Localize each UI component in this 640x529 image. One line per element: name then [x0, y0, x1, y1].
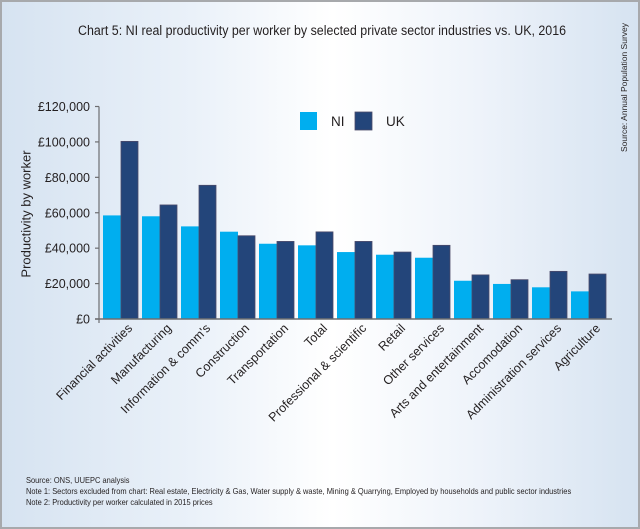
y-tick-label: £0 — [76, 313, 90, 327]
bar-uk — [354, 241, 373, 320]
legend: NI UK — [300, 111, 405, 131]
legend-label-uk: UK — [386, 114, 405, 129]
note-2: Note 2: Productivity per worker calculat… — [26, 497, 213, 507]
legend-swatch-uk — [354, 111, 373, 131]
y-tick-label: £100,000 — [38, 135, 90, 149]
legend-swatch-ni — [300, 112, 317, 130]
bar-ni — [376, 254, 394, 319]
bar-uk — [471, 274, 490, 320]
bar-uk — [588, 273, 607, 320]
bar-uk — [549, 270, 568, 320]
bar-ni — [103, 215, 121, 319]
bar-uk — [276, 241, 295, 320]
bar-ni — [259, 243, 277, 319]
bar-ni — [415, 257, 433, 319]
y-tick-label: £60,000 — [45, 206, 90, 220]
note-1: Note 1: Sectors excluded from chart: Rea… — [26, 486, 572, 496]
y-tick-label: £20,000 — [45, 277, 90, 291]
bar-uk — [159, 204, 178, 320]
bar-ni — [454, 280, 472, 319]
bar-ni — [493, 283, 511, 319]
x-tick-label: Retail — [376, 321, 409, 354]
chart-title: Chart 5: NI real productivity per worker… — [77, 23, 567, 38]
note-source: Source: ONS, UUEPC analysis — [26, 475, 130, 485]
bar-ni — [337, 252, 355, 319]
y-tick-label: £120,000 — [38, 100, 90, 114]
x-tick-label: Total — [302, 321, 331, 350]
bar-uk — [237, 235, 256, 320]
notes: Source: ONS, UUEPC analysis Note 1: Sect… — [26, 475, 571, 508]
y-tick-label: £40,000 — [45, 242, 90, 256]
x-axis-labels: Financial activitiesManufacturingInforma… — [53, 321, 603, 425]
bars — [103, 140, 607, 320]
bar-ni — [532, 287, 550, 319]
bar-uk — [120, 140, 139, 320]
y-axis: £0 £20,000 £40,000 £60,000 £80,000 £100,000 £1… — [38, 100, 99, 327]
bar-ni — [220, 231, 238, 319]
y-tick-label: £80,000 — [45, 171, 90, 185]
bar-uk — [315, 231, 334, 320]
bar-ni — [181, 226, 199, 319]
bar-uk — [198, 184, 217, 320]
bar-uk — [432, 244, 451, 320]
bar-ni — [298, 245, 316, 319]
legend-label-ni: NI — [331, 114, 345, 129]
bar-uk — [393, 251, 412, 320]
bar-ni — [142, 216, 160, 319]
bar-ni — [571, 291, 589, 319]
bar-uk — [510, 279, 529, 320]
